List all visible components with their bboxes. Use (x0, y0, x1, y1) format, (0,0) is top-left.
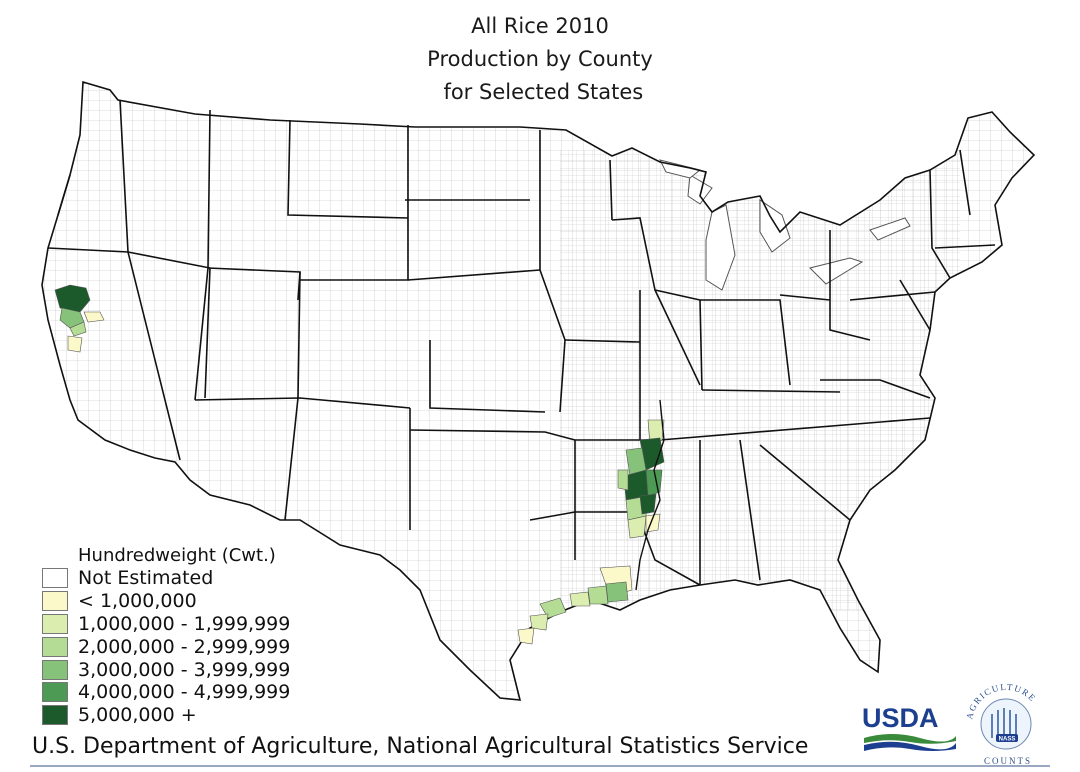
legend-label: 5,000,000 + (78, 704, 197, 727)
title-line-1: All Rice 2010 (471, 14, 609, 38)
legend-item: 5,000,000 + (42, 704, 290, 727)
great-lakes (659, 159, 911, 291)
legend-swatch (42, 591, 68, 612)
usda-wave-icon (864, 734, 956, 751)
usda-logo-text: USDA (862, 703, 939, 733)
legend-label: Not Estimated (78, 567, 214, 590)
mississippi-river (635, 399, 665, 591)
legend-item: 4,000,000 - 4,999,999 (42, 681, 290, 704)
legend-item: 3,000,000 - 3,999,999 (42, 658, 290, 681)
legend-label: 4,000,000 - 4,999,999 (78, 681, 291, 704)
title-line-3: for Selected States (436, 80, 644, 104)
legend-label: 3,000,000 - 3,999,999 (78, 658, 291, 681)
map-title: All Rice 2010 Production by County for S… (0, 10, 1080, 109)
legend-swatch (42, 659, 68, 680)
legend-item: 1,000,000 - 1,999,999 (42, 613, 290, 636)
legend-label: < 1,000,000 (78, 590, 197, 613)
usda-logo: USDA (862, 700, 958, 758)
title-line-2: Production by County (427, 47, 653, 71)
nass-agriculture-counts-logo: NASS AGRICULTURE COUNTS (964, 682, 1036, 766)
agency-footer: U.S. Department of Agriculture, National… (32, 734, 809, 759)
legend-label: 2,000,000 - 2,999,999 (78, 635, 291, 658)
legend-swatch (42, 682, 68, 703)
legend-swatch (42, 568, 68, 589)
legend: Hundredweight (Cwt.) Not Estimated < 1,00… (42, 545, 290, 727)
legend-item: < 1,000,000 (42, 590, 290, 613)
legend-items: Not Estimated < 1,000,000 1,000,000 - 1,99… (42, 567, 290, 727)
legend-title: Hundredweight (Cwt.) (78, 545, 276, 566)
footer-divider (30, 765, 1050, 767)
legend-swatch (42, 705, 68, 726)
svg-text:COUNTS: COUNTS (984, 756, 1032, 766)
legend-item: 2,000,000 - 2,999,999 (42, 635, 290, 658)
svg-text:NASS: NASS (999, 737, 1016, 743)
legend-label: 1,000,000 - 1,999,999 (78, 612, 291, 635)
legend-swatch (42, 636, 68, 657)
state-borders (41, 81, 1035, 701)
legend-swatch (42, 613, 68, 634)
rice-counties (54, 284, 665, 645)
legend-item: Not Estimated (42, 567, 290, 590)
